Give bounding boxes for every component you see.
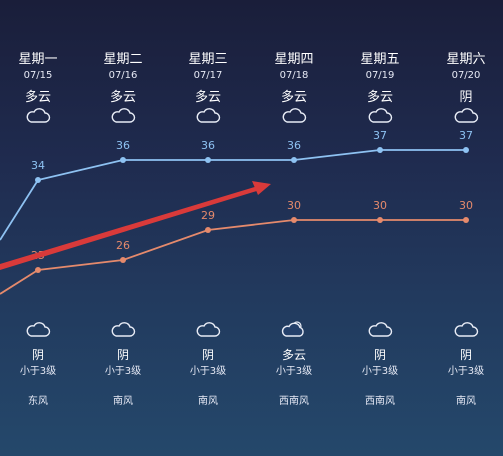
wind-direction-label: 西南风 [365,396,395,407]
day-weather-label: 多云 [24,90,51,105]
wind-level-label: 小于3级 [104,366,142,377]
weekday-label: 星期四 [274,52,314,67]
cloud-icon [195,106,221,124]
high-temp-label: 37 [459,129,473,142]
low-temp-label: 30 [373,199,387,212]
high-temp-point [377,147,383,153]
weekday-label: 星期五 [360,52,400,67]
cloud-icon [110,106,136,124]
low-temp-label: 26 [116,239,130,252]
night-weather-label: 阴 [31,348,44,362]
high-temp-point [463,147,469,153]
cloud-icon [367,320,393,338]
low-temp-point [205,227,211,233]
wind-level-label: 小于3级 [275,366,313,377]
high-temp-point [291,157,297,163]
wind-level-label: 小于3级 [19,366,57,377]
cloud-icon [453,320,479,338]
high-temp-point [35,177,41,183]
high-temp-point [205,157,211,163]
date-label: 07/17 [193,70,223,81]
weekday-label: 星期二 [103,52,143,67]
cloud-icon [281,106,307,124]
low-temp-line [0,219,466,295]
trend-arrow-head [252,181,271,195]
trend-arrow-shaft [0,186,260,270]
night-weather-label: 阴 [459,348,472,362]
day-weather-label: 阴 [459,90,473,105]
weekday-label: 星期六 [446,52,486,67]
date-label: 07/20 [451,70,481,81]
wind-direction-label: 南风 [456,396,476,407]
weekday-label: 星期一 [18,52,58,67]
low-temp-point [377,217,383,223]
night-weather-label: 阴 [373,348,386,362]
night-weather-label: 多云 [281,348,306,362]
low-temp-point [35,267,41,273]
cloud-icon [453,106,479,124]
wind-direction-label: 南风 [198,396,218,407]
day-weather-label: 多云 [109,90,136,105]
high-temp-label: 36 [201,139,215,152]
cloud-icon [110,320,136,338]
cloud-icon [25,320,51,338]
wind-level-label: 小于3级 [361,366,399,377]
date-label: 07/16 [108,70,138,81]
wind-level-label: 小于3级 [447,366,485,377]
high-temp-label: 37 [373,129,387,142]
day-weather-label: 多云 [280,90,307,105]
high-temp-point [120,157,126,163]
partly-cloudy-icon [281,320,307,338]
wind-level-label: 小于3级 [189,366,227,377]
weekday-label: 星期三 [188,52,228,67]
wind-direction-label: 南风 [113,396,133,407]
night-weather-label: 阴 [116,348,129,362]
cloud-icon [25,106,51,124]
low-temp-point [291,217,297,223]
low-temp-point [463,217,469,223]
high-temp-label: 34 [31,159,45,172]
day-weather-label: 多云 [366,90,393,105]
day-weather-label: 多云 [194,90,221,105]
low-temp-label: 29 [201,209,215,222]
low-temp-point [120,257,126,263]
cloud-icon [367,106,393,124]
high-temp-label: 36 [287,139,301,152]
cloud-icon [195,320,221,338]
night-weather-label: 阴 [201,348,214,362]
high-temp-label: 36 [116,139,130,152]
wind-direction-label: 西南风 [279,396,309,407]
date-label: 07/18 [279,70,309,81]
wind-direction-label: 东风 [28,396,48,407]
low-temp-label: 30 [287,199,301,212]
date-label: 07/19 [365,70,395,81]
date-label: 07/15 [23,70,53,81]
low-temp-label: 30 [459,199,473,212]
